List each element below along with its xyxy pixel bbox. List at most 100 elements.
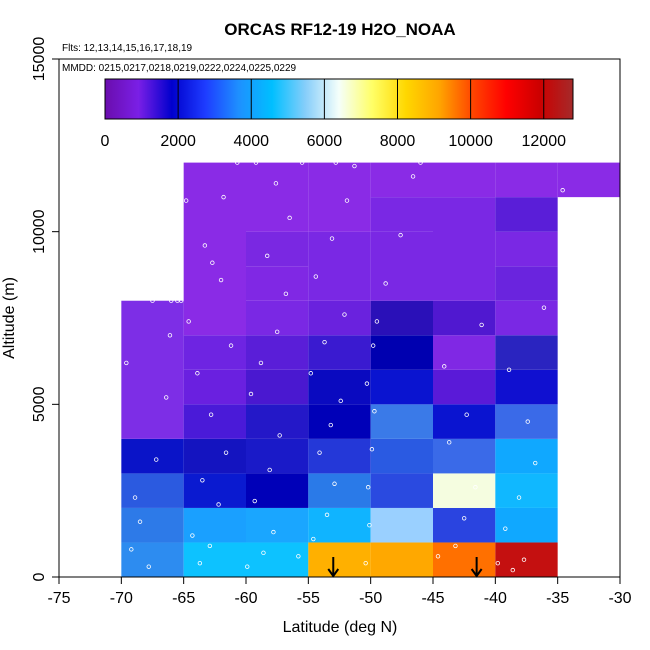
heatmap-cell-17 — [246, 404, 309, 439]
sample-point-77 — [516, 495, 522, 500]
heatmap-cell-49 — [433, 404, 496, 439]
sample-point-22 — [218, 277, 224, 283]
sample-point-20 — [228, 343, 234, 348]
sample-point-64 — [418, 160, 423, 165]
heatmap-cell-50 — [433, 369, 496, 405]
sample-point-28 — [271, 529, 276, 535]
plot-frame — [58, 58, 621, 578]
heatmap-cell-4 — [121, 300, 184, 439]
heatmap-cell-0 — [121, 542, 184, 577]
colorbar-fill — [105, 79, 573, 119]
heatmap-cell-54 — [433, 162, 496, 198]
heatmap-cell-60 — [495, 369, 558, 405]
sample-point-7 — [167, 333, 173, 338]
chart-title: ORCAS RF12-19 H2O_NOAA — [224, 20, 455, 39]
heatmap-cell-36 — [370, 473, 433, 508]
sample-point-45 — [338, 398, 343, 404]
sample-point-73 — [495, 560, 501, 566]
heatmap-cell-51 — [433, 335, 496, 370]
heatmap-cell-63 — [495, 266, 558, 301]
sample-point-3 — [132, 495, 138, 500]
sample-point-62 — [398, 232, 403, 238]
sample-point-71 — [442, 364, 447, 369]
sample-point-54 — [367, 523, 372, 528]
y-tick-label-0: 0 — [31, 572, 48, 581]
colorbar-tick-label-1: 2000 — [160, 133, 196, 150]
sample-point-52 — [352, 163, 357, 169]
sample-point-61 — [383, 281, 388, 286]
sample-point-0 — [129, 547, 134, 552]
heatmap-cell-33 — [308, 162, 371, 232]
sample-point-30 — [267, 467, 272, 473]
sample-point-74 — [510, 567, 515, 573]
sample-point-41 — [324, 512, 330, 518]
heatmap-cell-3 — [121, 438, 184, 474]
x-tick-label-6: -45 — [421, 590, 444, 607]
sample-point-34 — [274, 329, 280, 335]
sample-point-39 — [296, 554, 301, 559]
heatmap-cell-19 — [246, 335, 309, 370]
sample-point-70 — [464, 412, 469, 417]
heatmap-cell-12 — [183, 162, 246, 336]
sample-point-59 — [370, 343, 376, 348]
heatmap-cell-46 — [433, 507, 496, 543]
y-tick-label-2: 10000 — [31, 209, 48, 254]
sample-point-69 — [447, 440, 452, 445]
sample-point-26 — [245, 564, 250, 569]
sample-point-37 — [287, 215, 292, 221]
x-tick-label-8: -35 — [546, 590, 569, 607]
x-tick-label-7: -40 — [484, 590, 507, 607]
heatmap-cell-59 — [495, 404, 558, 439]
heatmap-cell-10 — [183, 369, 246, 405]
sample-point-12 — [190, 533, 195, 538]
heatmap-cell-53 — [433, 197, 496, 301]
heatmap-cell-18 — [246, 369, 309, 405]
heatmap-cell-13 — [246, 542, 309, 577]
sample-point-86 — [210, 260, 215, 265]
sample-point-24 — [221, 194, 226, 200]
sample-point-9 — [168, 298, 174, 303]
sample-point-21 — [186, 319, 191, 324]
x-tick-label-9: -30 — [608, 590, 631, 607]
heatmap-cell-55 — [495, 542, 558, 577]
sample-point-48 — [342, 312, 347, 317]
flights-note: Flts: 12,13,14,15,16,17,18,19 — [62, 43, 193, 54]
sample-point-32 — [248, 391, 254, 397]
heatmap-cell-29 — [308, 369, 371, 405]
heatmap-cell-38 — [370, 404, 433, 439]
y-tick-label-3: 15000 — [31, 37, 48, 82]
heatmap-cell-37 — [370, 438, 433, 474]
heatmap-cell-1 — [121, 507, 184, 543]
heatmap-cell-67 — [557, 162, 620, 198]
heatmap-cell-14 — [246, 507, 309, 543]
heatmap-cell-45 — [433, 542, 496, 577]
heatmap-cell-21 — [246, 266, 309, 301]
sample-point-43 — [317, 450, 322, 455]
heatmap-cell-34 — [370, 542, 433, 577]
sample-point-16 — [200, 478, 205, 483]
sample-point-55 — [365, 485, 371, 490]
colorbar: 0 2000 4000 6000 8000 10000 12000 — [101, 78, 574, 150]
heatmap-cell-31 — [308, 300, 371, 336]
heatmap-cell-20 — [246, 300, 309, 336]
heatmap-cell-41 — [370, 300, 433, 336]
heatmap-cell-42 — [370, 231, 433, 301]
sample-point-53 — [363, 560, 368, 566]
sample-point-19 — [195, 371, 200, 376]
heatmap-cell-56 — [495, 507, 558, 543]
x-tick-label-0: -75 — [47, 590, 70, 607]
heatmap-cell-44 — [370, 162, 433, 198]
sample-point-80 — [506, 367, 512, 372]
sample-point-46 — [308, 371, 314, 376]
sample-point-40 — [311, 536, 316, 542]
colorbar-tick-label-3: 6000 — [307, 133, 343, 150]
sample-point-15 — [216, 502, 221, 507]
colorbar-tick-label-6: 12000 — [522, 133, 567, 150]
heatmap-cell-52 — [433, 300, 496, 336]
sample-point-18 — [208, 412, 214, 417]
heatmap-cell-58 — [495, 438, 558, 474]
arrow-head — [327, 568, 340, 578]
heatmap-cell-48 — [433, 438, 496, 474]
colorbar-frame — [104, 78, 574, 120]
sample-point-2 — [146, 564, 151, 569]
